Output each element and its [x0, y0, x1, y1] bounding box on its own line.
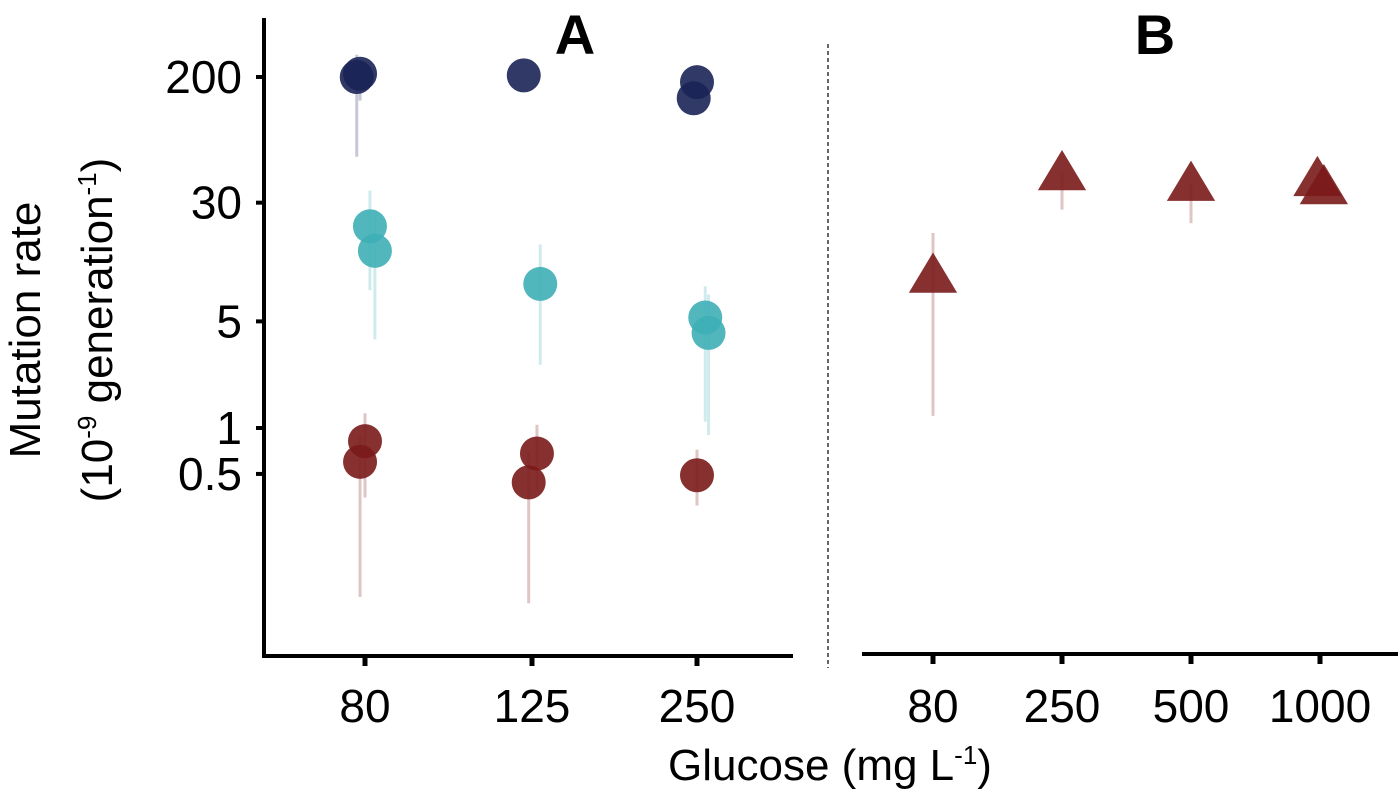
- data-point-circle: [511, 465, 546, 500]
- panel-a-error-bars: [355, 54, 711, 604]
- y-tick-label: 1: [216, 402, 242, 454]
- panel-b-label: B: [1135, 3, 1175, 66]
- data-point-triangle: [908, 252, 958, 293]
- x-tick-label: 80: [907, 680, 958, 732]
- x-tick-label: 1000: [1269, 680, 1371, 732]
- panel-a-x-ticks: 80 125 250: [339, 658, 735, 732]
- data-point-circle: [680, 65, 714, 100]
- y-axis-title-line2: (10-9 generation-1): [72, 158, 122, 503]
- data-point-circle: [357, 233, 392, 268]
- panel-b-x-ticks: 80 250 500 1000: [907, 656, 1371, 732]
- panel-a-label: A: [555, 3, 595, 66]
- x-tick-label: 125: [494, 680, 571, 732]
- data-point-triangle: [1166, 160, 1216, 201]
- panel-b-points: [908, 149, 1349, 293]
- data-point-circle: [691, 315, 726, 350]
- data-point-circle: [523, 266, 558, 301]
- panel-a-y-ticks: 0.51 5 30 200: [165, 51, 263, 500]
- panel-a-points: [339, 56, 726, 500]
- panel-b-error-bars: [931, 172, 1193, 416]
- y-axis-title: Mutation rate (10-9 generation-1): [1, 158, 122, 503]
- x-tick-label: 80: [339, 680, 390, 732]
- y-tick-label: 200: [165, 51, 242, 103]
- x-tick-label: 250: [659, 680, 736, 732]
- x-tick-label: 500: [1153, 680, 1230, 732]
- data-point-circle: [680, 458, 714, 493]
- y-tick-label: 30: [191, 177, 242, 229]
- data-point-circle: [343, 56, 378, 91]
- data-point-circle: [519, 436, 554, 471]
- x-tick-label: 250: [1024, 680, 1101, 732]
- x-axis-title: Glucose (mg L-1): [668, 740, 992, 790]
- data-point-triangle: [1299, 164, 1349, 205]
- y-tick-label: 5: [216, 295, 242, 347]
- y-axis-title-line1: Mutation rate: [1, 202, 50, 459]
- panel-a-axes: [262, 18, 793, 658]
- data-point-circle: [343, 444, 378, 479]
- y-tick-label: 0.5: [178, 448, 242, 500]
- data-point-circle: [506, 58, 541, 93]
- data-point-triangle: [1037, 149, 1087, 191]
